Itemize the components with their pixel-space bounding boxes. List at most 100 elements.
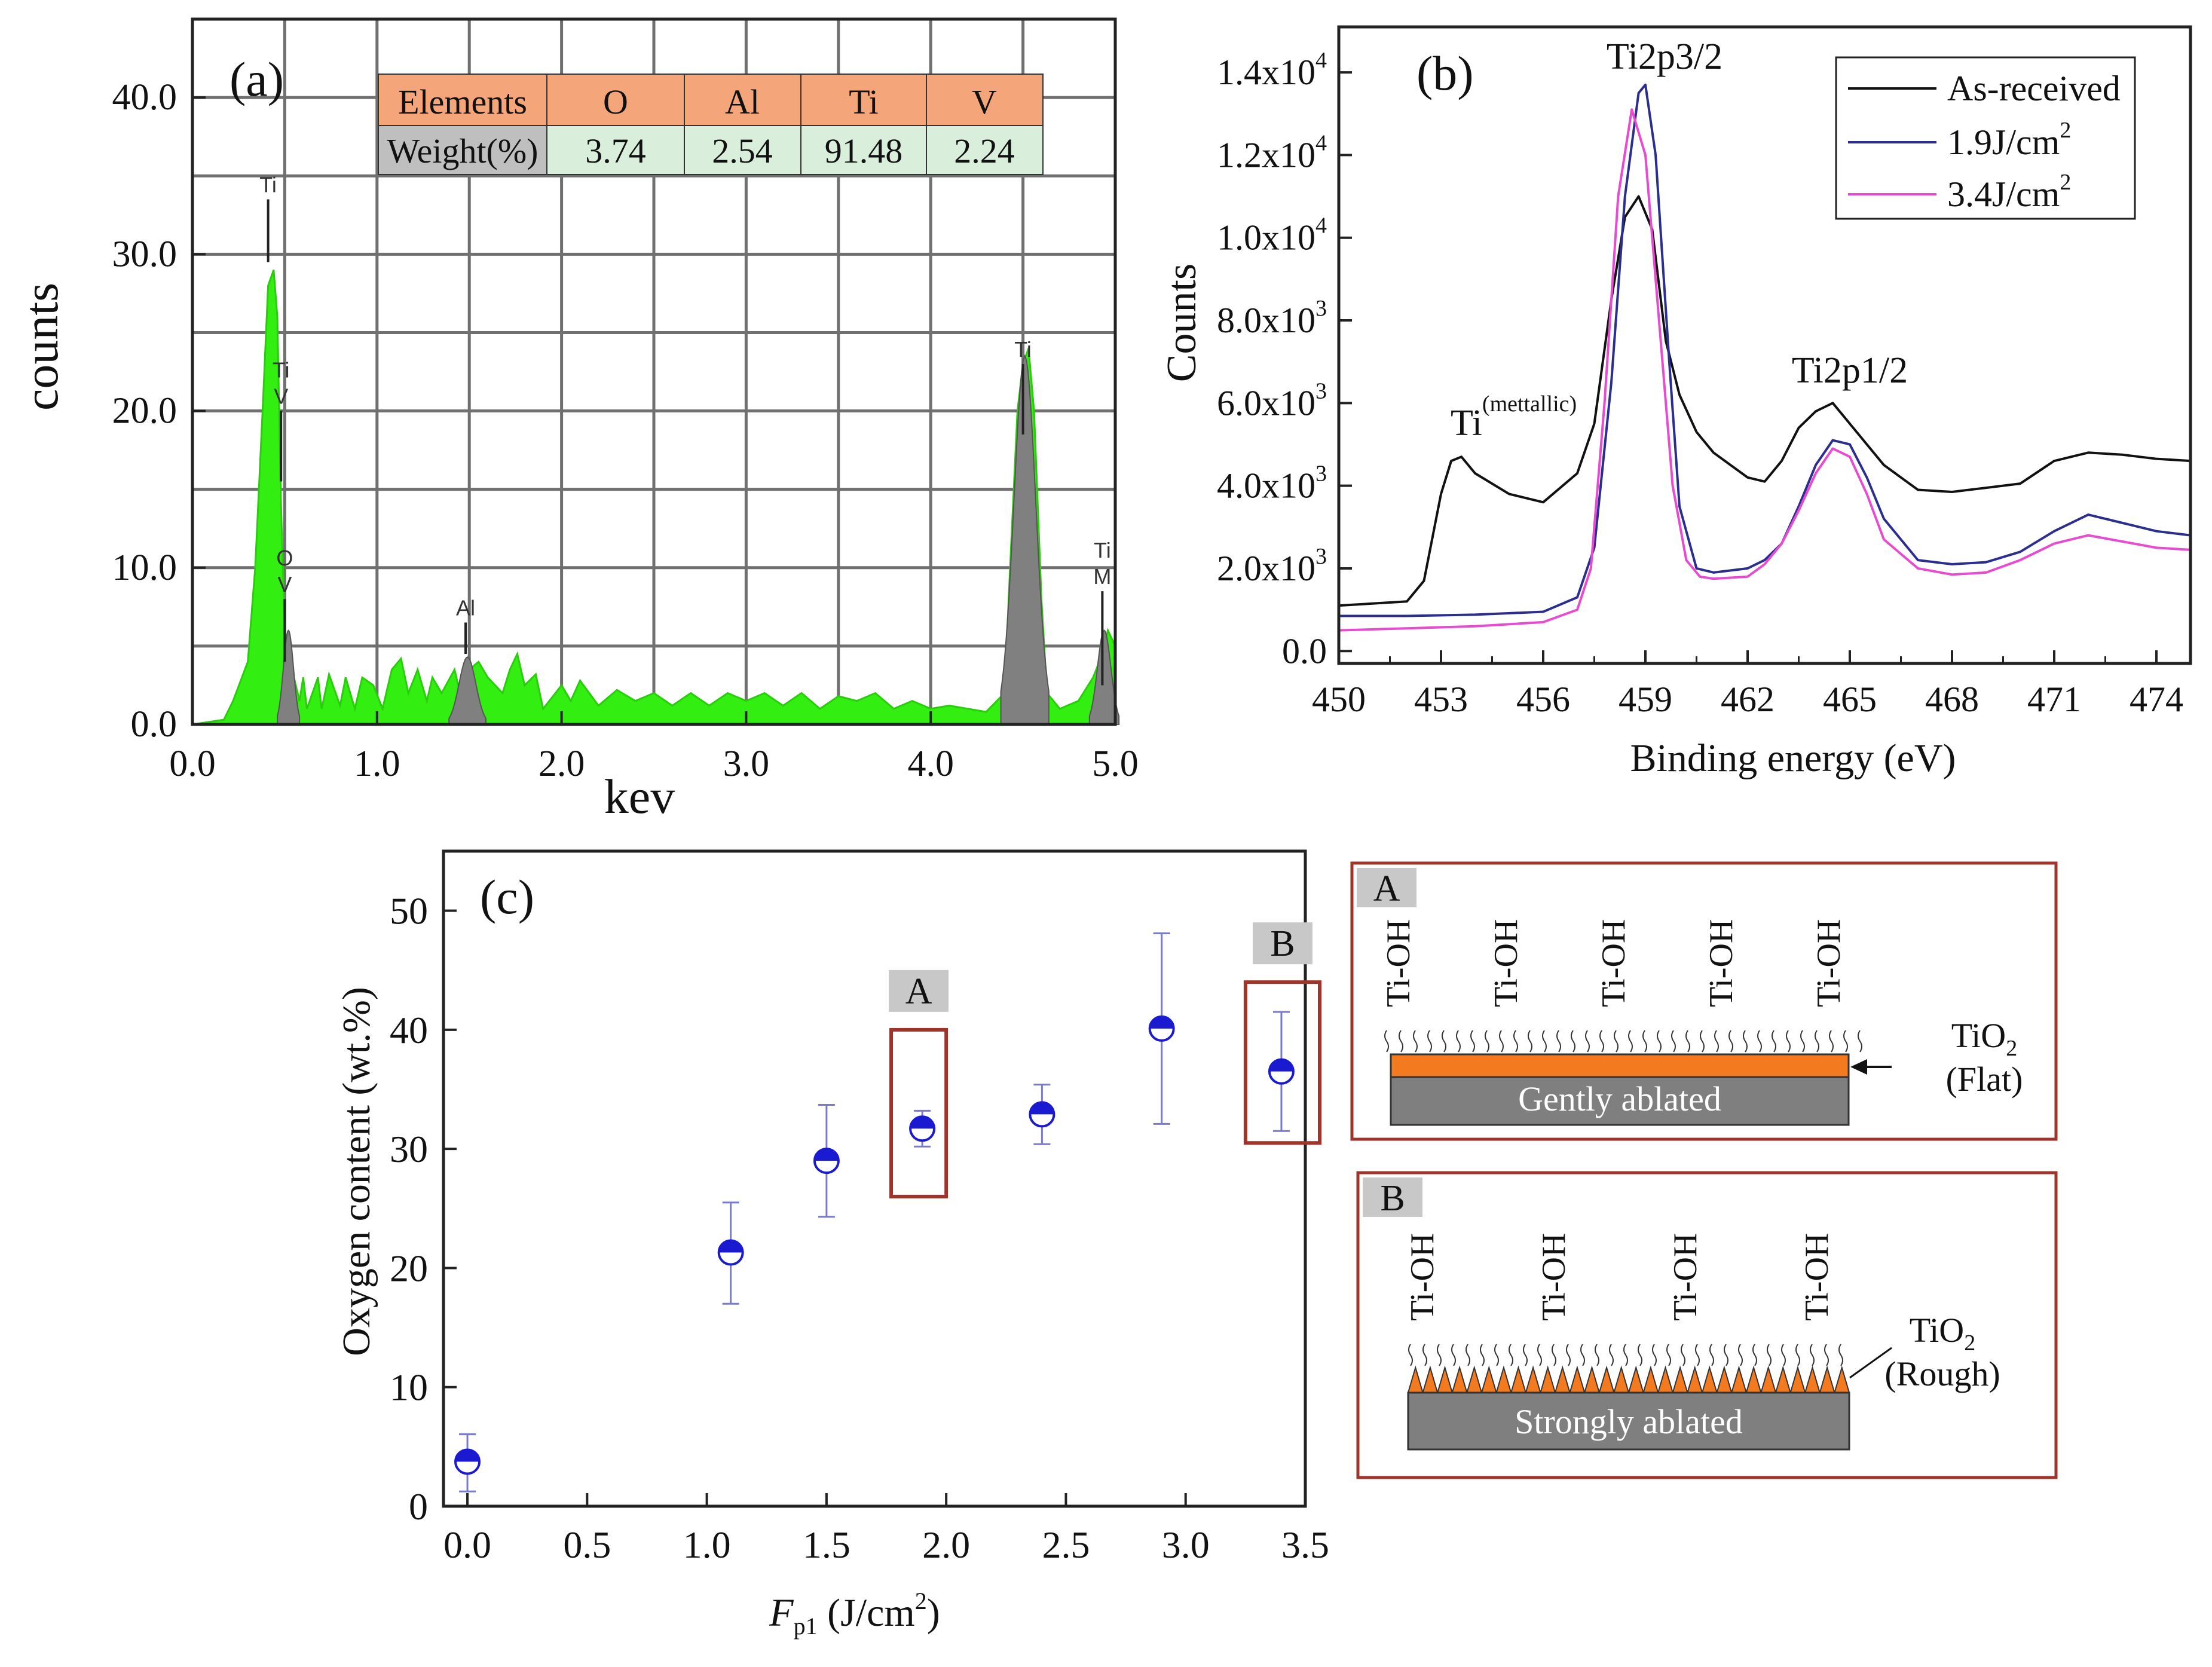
data-point-top xyxy=(1269,1059,1293,1072)
ti-oh-label: Ti-OH xyxy=(1535,1233,1572,1321)
wavy-bond xyxy=(1528,1030,1532,1053)
schematic-b-substrate-label: Strongly ablated xyxy=(1515,1402,1743,1441)
schematic-a-oxide-label: TiO2 xyxy=(1951,1016,2017,1061)
y-tick-base: 8.0x10 xyxy=(1217,301,1315,340)
x-tick-label: 468 xyxy=(1925,680,1979,719)
wavy-bond xyxy=(1709,1344,1714,1366)
series-line xyxy=(1338,108,2191,632)
y-tick-label: 10 xyxy=(390,1366,428,1409)
x-tick-label: 2.0 xyxy=(539,744,585,784)
schematic-a-oxide-note: (Flat) xyxy=(1946,1060,2023,1099)
wavy-bond xyxy=(1566,1344,1571,1366)
schematic-b-oxide-note: (Rough) xyxy=(1884,1354,2000,1393)
series-line xyxy=(1339,83,2191,617)
chart-c-ticks: 0.0 0.5 1.0 1.5 2.0 2.5 3.0 3.5 0 10 20 30 40 50 xyxy=(390,890,1329,1566)
data-point-top xyxy=(455,1449,480,1462)
wavy-bond xyxy=(1757,1030,1762,1053)
ti-oh-label: Ti-OH xyxy=(1404,1233,1441,1321)
chart-c-panel-label: (c) xyxy=(480,870,534,924)
element-marker-label: O xyxy=(276,546,293,570)
legend-label: 3.4J/cm2 xyxy=(1947,170,2071,214)
wavy-bond xyxy=(1408,1344,1413,1366)
schematic-b-substrate xyxy=(1407,1391,1850,1451)
schematic-a-label-box xyxy=(1357,868,1416,907)
y-tick-exp: 3 xyxy=(1315,378,1327,403)
ti-oh-label: Ti-OH xyxy=(1380,919,1417,1007)
data-point-top xyxy=(910,1117,935,1129)
y-tick-exp: 3 xyxy=(1315,461,1327,487)
wavy-bond xyxy=(1499,1030,1504,1053)
y-tick-label: 40.0 xyxy=(112,77,178,118)
wavy-bond xyxy=(1700,1030,1705,1053)
schematic-b-label: B xyxy=(1380,1178,1405,1219)
ti-oh-label: Ti-OH xyxy=(1798,1233,1835,1321)
schematic-a-oxide-layer xyxy=(1390,1053,1850,1078)
ti-oh-label: Ti-OH xyxy=(1703,919,1740,1007)
y-tick-exp: 3 xyxy=(1315,544,1327,569)
schematic-a-substrate-label: Gently ablated xyxy=(1518,1079,1721,1118)
wavy-bond xyxy=(1743,1030,1748,1053)
y-tick-label: 30 xyxy=(390,1128,428,1170)
peak-label-ti-metallic: Ti(mettallic) xyxy=(1451,391,1577,443)
y-tick-base: 0.0 xyxy=(1282,631,1327,671)
wavy-bond xyxy=(1399,1030,1403,1053)
wavy-bond xyxy=(1638,1344,1642,1366)
chart-a-panel-label: (a) xyxy=(230,52,284,106)
data-point-top xyxy=(718,1240,743,1253)
wavy-bond xyxy=(1556,1030,1561,1053)
wavy-bond xyxy=(1513,1030,1518,1053)
chart-a-frame xyxy=(191,17,1117,726)
chart-c-frame xyxy=(442,849,1307,1508)
ti-oh-label: Ti-OH xyxy=(1595,919,1632,1007)
wavy-bond xyxy=(1585,1030,1590,1053)
highlight-box xyxy=(889,1027,949,1198)
y-tick-base: 1.2x10 xyxy=(1217,135,1315,175)
wavy-bond xyxy=(1681,1344,1685,1366)
chart-a-ylabel: counts xyxy=(14,283,68,411)
x-tick-label: 4.0 xyxy=(907,744,954,784)
y-tick-base: 6.0x10 xyxy=(1217,383,1315,423)
x-tick-label: 0.5 xyxy=(563,1524,611,1566)
table-value-cell: 2.54 xyxy=(712,131,773,170)
x-tick-label: 3.0 xyxy=(723,744,770,784)
element-marker-label: Ti xyxy=(273,358,290,383)
y-tick-label: 4.0x103 xyxy=(1217,461,1327,506)
wavy-bond xyxy=(1537,1344,1542,1366)
x-tick-label: 1.0 xyxy=(683,1524,731,1566)
wavy-bond xyxy=(1695,1344,1700,1366)
schematic-a-border xyxy=(1350,861,2058,1141)
wavy-bond xyxy=(1466,1344,1470,1366)
wavy-bond xyxy=(1657,1030,1662,1053)
wavy-bond xyxy=(1456,1030,1461,1053)
wavy-bond xyxy=(1714,1030,1719,1053)
x-tick-label: 0.0 xyxy=(443,1524,491,1566)
wavy-bond xyxy=(1752,1344,1757,1366)
wavy-bond xyxy=(1838,1344,1843,1366)
wavy-bond xyxy=(1781,1344,1786,1366)
wavy-bond xyxy=(1666,1344,1671,1366)
chart-b-legend: As-received 1.9J/cm2 3.4J/cm2 xyxy=(1835,56,2136,220)
wavy-bond xyxy=(1509,1344,1513,1366)
schematic-b-surface-groups: Ti-OH Ti-OH Ti-OH Ti-OH xyxy=(1404,1233,1843,1366)
schematic-b: B Ti-OH Ti-OH Ti-OH Ti-OH Strongly ablated … xyxy=(1356,1171,2058,1479)
y-tick-label: 6.0x103 xyxy=(1217,378,1327,423)
table-value-cell: 3.74 xyxy=(585,131,646,170)
y-tick-base: 2.0x10 xyxy=(1217,549,1315,588)
y-tick-label: 50 xyxy=(390,890,428,932)
highlight-label-box xyxy=(1252,922,1312,965)
y-tick-label: 1.4x104 xyxy=(1217,48,1327,92)
wavy-bond xyxy=(1523,1344,1528,1366)
element-marker-label: V xyxy=(277,572,292,597)
schematic-b-pointer xyxy=(1849,1347,1892,1379)
legend-label: As-received xyxy=(1947,69,2121,108)
y-tick-base: 1.0x10 xyxy=(1217,218,1315,258)
x-tick-label: 453 xyxy=(1414,680,1468,719)
y-tick-label: 1.0x104 xyxy=(1217,213,1327,258)
chart-a-ticks: 0.0 1.0 2.0 3.0 4.0 5.0 0.0 10.0 20.0 30.0 40.0 xyxy=(112,77,1139,784)
y-tick-exp: 4 xyxy=(1315,130,1327,155)
y-tick-label: 2.0x103 xyxy=(1217,544,1327,588)
wavy-bond xyxy=(1652,1344,1657,1366)
x-tick-label: 1.0 xyxy=(354,744,400,784)
data-point-top xyxy=(814,1149,839,1161)
